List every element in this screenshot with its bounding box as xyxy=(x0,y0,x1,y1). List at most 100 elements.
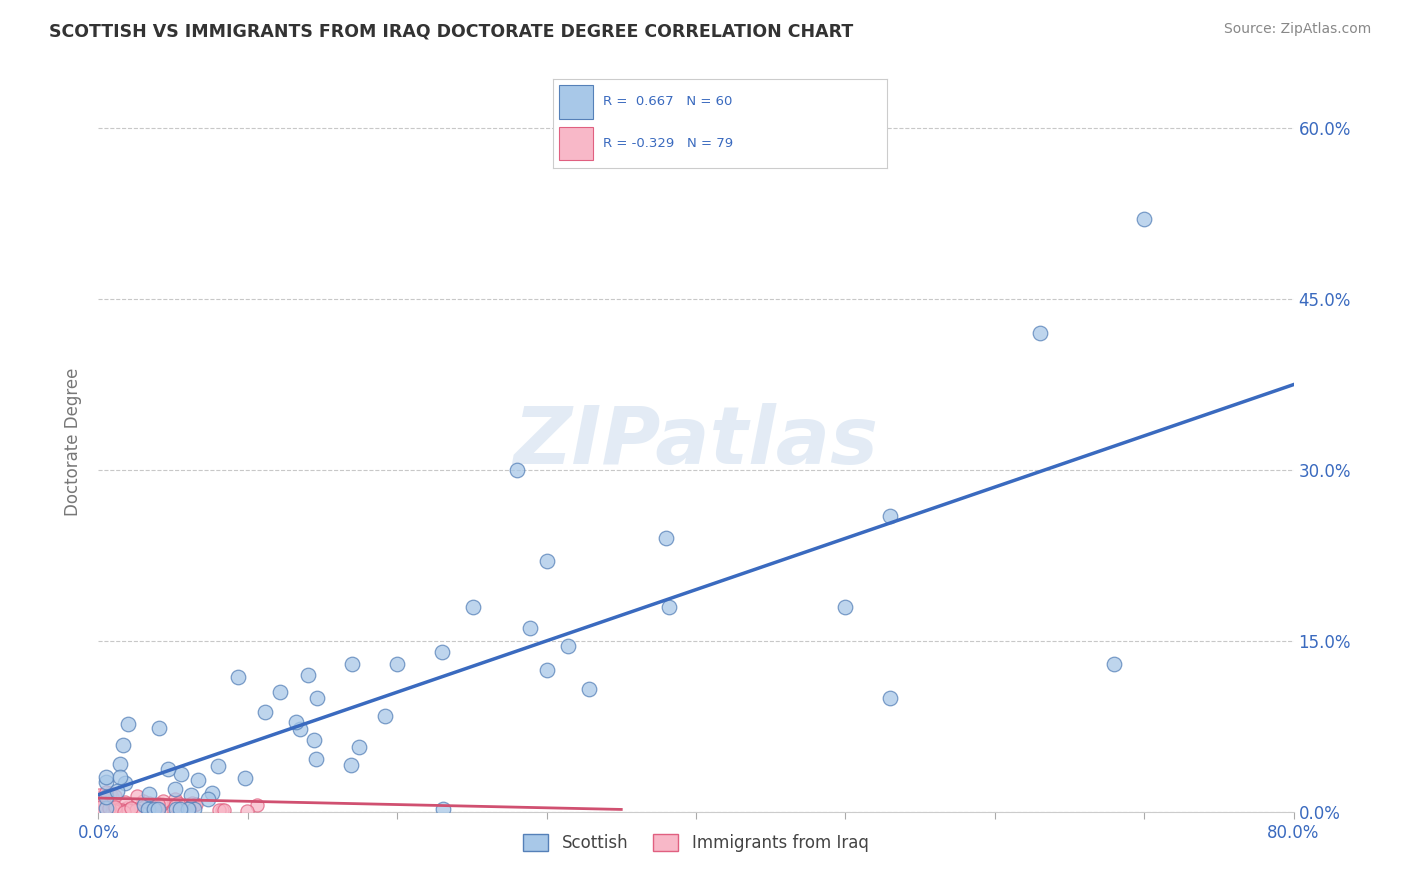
Point xyxy=(112,738,135,752)
Point xyxy=(112,805,135,819)
Point xyxy=(148,721,170,735)
Point xyxy=(183,802,205,816)
Point xyxy=(184,797,207,812)
Point xyxy=(114,801,136,815)
Point xyxy=(97,801,120,815)
Text: SCOTTISH VS IMMIGRANTS FROM IRAQ DOCTORATE DEGREE CORRELATION CHART: SCOTTISH VS IMMIGRANTS FROM IRAQ DOCTORA… xyxy=(49,22,853,40)
Point xyxy=(211,803,233,817)
Point xyxy=(658,599,681,614)
Point xyxy=(93,802,115,816)
Point xyxy=(125,804,148,818)
Point xyxy=(98,798,121,813)
Point xyxy=(340,758,363,772)
Point xyxy=(89,790,111,805)
Point xyxy=(148,799,170,814)
Point xyxy=(165,802,187,816)
Point xyxy=(98,805,121,819)
Point xyxy=(96,804,118,818)
Point xyxy=(342,657,364,671)
Point xyxy=(1028,326,1050,341)
Point xyxy=(107,804,129,818)
Y-axis label: Doctorate Degree: Doctorate Degree xyxy=(65,368,83,516)
Point xyxy=(177,802,200,816)
Point xyxy=(125,789,148,804)
Point xyxy=(94,790,117,805)
Point xyxy=(152,793,174,807)
Point xyxy=(347,739,370,754)
Point xyxy=(834,599,856,614)
Point xyxy=(146,802,169,816)
Point xyxy=(385,657,409,671)
Point xyxy=(288,722,311,736)
Point xyxy=(94,802,117,816)
Point xyxy=(236,805,259,819)
Point xyxy=(117,803,139,817)
Point xyxy=(125,804,148,818)
Point xyxy=(169,802,191,816)
Point xyxy=(104,804,127,818)
Point xyxy=(305,691,328,706)
Point xyxy=(107,802,129,816)
Point xyxy=(557,640,579,654)
Point xyxy=(181,797,204,811)
Point xyxy=(91,803,114,817)
Point xyxy=(98,786,121,800)
Point xyxy=(117,803,139,817)
Text: ZIPatlas: ZIPatlas xyxy=(513,402,879,481)
Point xyxy=(97,792,120,806)
Point xyxy=(98,805,121,819)
Point xyxy=(146,797,169,811)
Point xyxy=(100,789,122,804)
Point xyxy=(100,797,122,812)
Point xyxy=(463,599,485,614)
Point xyxy=(96,785,118,799)
Point xyxy=(170,766,193,780)
Point xyxy=(100,797,122,812)
Point xyxy=(536,664,558,678)
Point xyxy=(197,792,219,806)
Point xyxy=(110,757,132,772)
Point xyxy=(305,752,328,766)
Point xyxy=(111,803,134,817)
Point xyxy=(87,788,110,802)
Point xyxy=(183,798,205,813)
Point xyxy=(125,805,148,819)
Point xyxy=(157,763,180,777)
Point xyxy=(432,802,454,816)
Point xyxy=(142,802,165,816)
Point xyxy=(269,685,291,699)
Point xyxy=(879,508,901,523)
Point xyxy=(655,532,678,546)
Point xyxy=(89,802,111,816)
Point xyxy=(96,802,118,816)
Point xyxy=(142,797,165,812)
Point xyxy=(146,802,169,816)
Point xyxy=(143,803,166,817)
Point xyxy=(150,804,173,818)
Point xyxy=(179,800,201,814)
Point xyxy=(132,794,155,808)
Point xyxy=(94,770,117,784)
Point xyxy=(1104,657,1126,671)
Point xyxy=(100,801,122,815)
Point xyxy=(120,801,142,815)
Point xyxy=(120,801,142,815)
Point xyxy=(138,796,160,810)
Point xyxy=(297,668,319,682)
Point xyxy=(180,788,202,802)
Point xyxy=(120,801,142,815)
Point xyxy=(87,799,110,814)
Point xyxy=(136,802,159,816)
Text: Source: ZipAtlas.com: Source: ZipAtlas.com xyxy=(1223,22,1371,37)
Point xyxy=(124,805,146,819)
Point xyxy=(163,782,186,797)
Point xyxy=(201,786,224,800)
Point xyxy=(304,733,326,747)
Point xyxy=(117,716,139,731)
Point xyxy=(149,797,172,811)
Point xyxy=(122,804,145,818)
Point xyxy=(104,789,127,804)
Point xyxy=(212,804,235,818)
Point xyxy=(208,803,231,817)
Point xyxy=(226,670,249,684)
